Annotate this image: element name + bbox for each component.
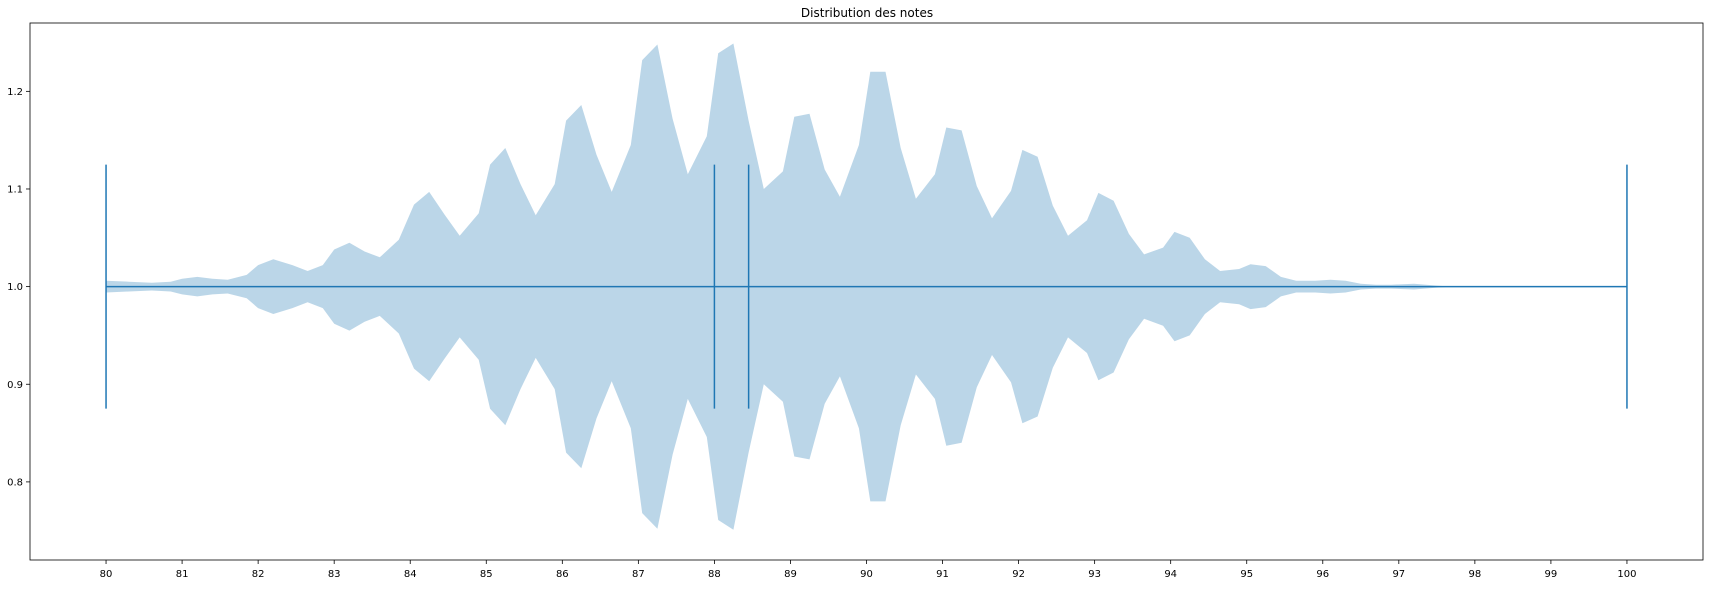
x-axis: 80 81 82 83 84 85 86 87 88 89 90 91 92 93 94 95 96 97 98 99… [100,560,1637,580]
x-tick-label: 99 [1545,569,1558,580]
x-tick-label: 85 [480,569,493,580]
x-tick-label: 95 [1240,569,1253,580]
x-tick-label: 87 [632,569,645,580]
x-tick-label: 89 [784,569,797,580]
x-tick-label: 88 [708,569,721,580]
y-tick-label: 1.2 [7,87,23,98]
x-tick-label: 82 [252,569,265,580]
x-tick-label: 93 [1088,569,1101,580]
x-tick-label: 83 [328,569,341,580]
chart-title: Distribution des notes [801,6,933,20]
x-tick-label: 97 [1392,569,1405,580]
y-tick-label: 1.0 [7,282,23,293]
x-tick-label: 90 [860,569,873,580]
y-tick-label: 1.1 [7,184,23,195]
x-tick-label: 86 [556,569,569,580]
x-tick-label: 94 [1164,569,1177,580]
x-tick-label: 96 [1316,569,1329,580]
y-tick-label: 0.8 [7,477,23,488]
x-tick-label: 91 [936,569,949,580]
y-axis: 0.8 0.9 1.0 1.1 1.2 [7,87,30,488]
plot-frame [29,22,1704,561]
x-tick-label: 100 [1617,569,1636,580]
x-tick-label: 92 [1012,569,1025,580]
x-tick-label: 84 [404,569,417,580]
x-tick-label: 98 [1468,569,1481,580]
x-tick-label: 80 [100,569,113,580]
statistic-lines-layer [105,164,1628,409]
y-tick-label: 0.9 [7,380,23,391]
x-tick-label: 81 [176,569,189,580]
